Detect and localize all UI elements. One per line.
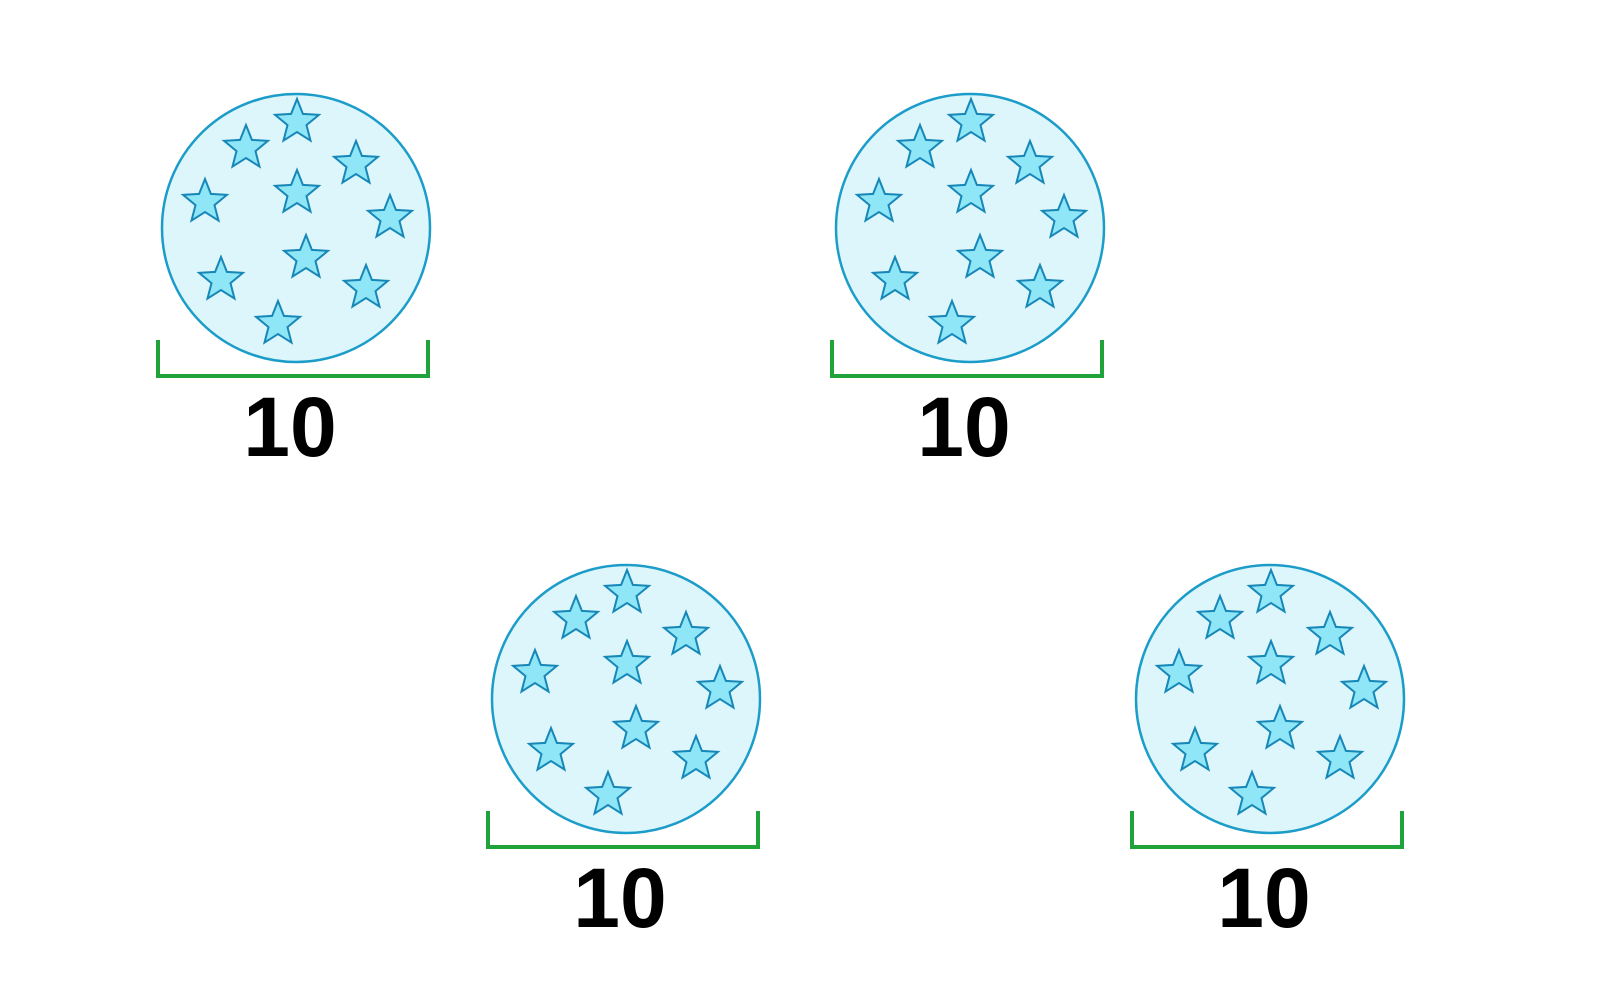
star-icon: [695, 663, 745, 710]
star-group-4: 10: [1130, 563, 1406, 945]
star-icon: [1170, 725, 1220, 772]
star-icon: [1246, 567, 1296, 614]
group-count-label: 10: [573, 851, 666, 945]
stars: [854, 96, 1089, 345]
star-icon: [671, 733, 721, 780]
group-count-label: 10: [243, 380, 336, 474]
stars: [180, 96, 415, 345]
star-icon: [196, 254, 246, 301]
stars: [510, 567, 745, 816]
bracket: [1130, 811, 1404, 849]
star-icon: [955, 232, 1005, 279]
star-icon: [1005, 138, 1055, 185]
star-icon: [272, 167, 322, 214]
star-icon: [946, 96, 996, 143]
star-icon: [870, 254, 920, 301]
star-icon: [946, 167, 996, 214]
star-icon: [272, 96, 322, 143]
star-icon: [1315, 733, 1365, 780]
stars: [1154, 567, 1389, 816]
star-icon: [180, 176, 230, 223]
star-icon: [1255, 703, 1305, 750]
star-icon: [1039, 192, 1089, 239]
star-icon: [1015, 262, 1065, 309]
bracket: [156, 340, 430, 378]
star-icon: [602, 567, 652, 614]
star-icon: [927, 298, 977, 345]
star-icon: [341, 262, 391, 309]
star-icon: [365, 192, 415, 239]
star-icon: [602, 638, 652, 685]
star-icon: [281, 232, 331, 279]
star-icon: [510, 647, 560, 694]
star-icon: [253, 298, 303, 345]
star-icon: [221, 122, 271, 169]
star-icon: [611, 703, 661, 750]
star-icon: [661, 609, 711, 656]
star-icon: [1246, 638, 1296, 685]
star-group-2: 10: [830, 92, 1106, 474]
star-icon: [895, 122, 945, 169]
star-group-1: 10: [156, 92, 432, 474]
star-icon: [854, 176, 904, 223]
star-group-3: 10: [486, 563, 762, 945]
star-icon: [1305, 609, 1355, 656]
star-icon: [1339, 663, 1389, 710]
star-icon: [331, 138, 381, 185]
group-count-label: 10: [917, 380, 1010, 474]
star-icon: [1154, 647, 1204, 694]
bracket: [830, 340, 1104, 378]
bracket: [486, 811, 760, 849]
star-icon: [1227, 769, 1277, 816]
star-icon: [583, 769, 633, 816]
star-icon: [551, 593, 601, 640]
star-icon: [526, 725, 576, 772]
group-count-label: 10: [1217, 851, 1310, 945]
star-icon: [1195, 593, 1245, 640]
